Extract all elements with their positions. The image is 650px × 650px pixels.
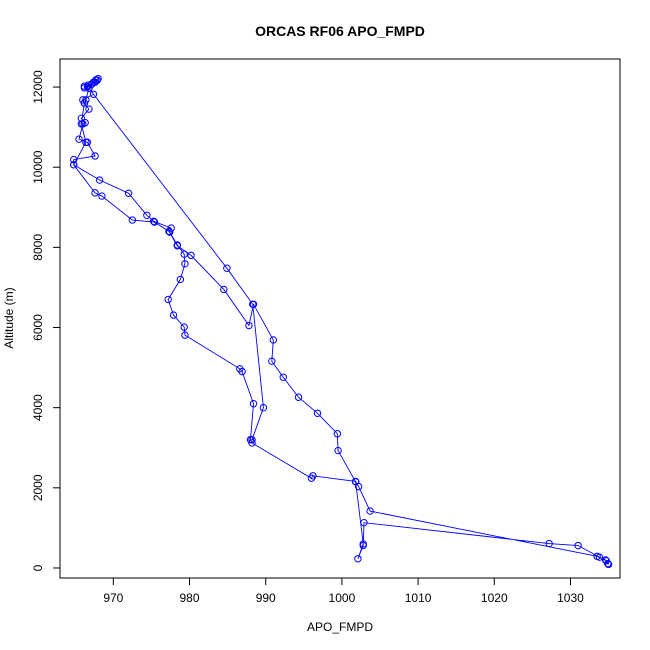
series-layer [70,74,613,569]
data-point [95,176,104,184]
data-point [360,518,368,527]
y-tick-label: 0 [31,564,45,571]
data-point [82,96,90,104]
data-point [124,189,133,197]
x-tick-label: 1020 [481,591,508,605]
data-point [333,430,342,438]
data-point [70,161,78,169]
series-line [73,77,609,565]
x-tick-label: 1030 [557,591,584,605]
y-tick-label: 10000 [31,150,45,184]
y-axis-label: Altitude (m) [2,287,16,348]
plot-frame [59,58,621,579]
data-point [268,357,276,365]
data-point [259,403,268,412]
y-axis: 0 2000 4000 6000 8000 10000 12000 [31,70,61,571]
data-point [294,393,303,401]
data-point [334,446,342,455]
data-point [545,539,553,548]
data-point [164,295,172,304]
data-point [89,78,98,86]
data-point [180,250,188,258]
y-tick-label: 6000 [31,314,45,341]
data-point [85,105,93,113]
data-point [249,399,258,408]
data-point [220,285,228,294]
data-point [89,90,98,98]
x-tick-label: 980 [180,591,200,605]
data-point [91,189,99,197]
data-point [75,135,83,143]
data-point [85,84,93,92]
data-point [309,472,317,480]
data-point [150,217,158,226]
y-tick-label: 4000 [31,394,45,421]
data-point [165,227,173,236]
data-point [354,555,362,563]
x-tick-label: 990 [256,591,276,605]
data-point [181,331,189,339]
data-point [143,211,151,220]
data-point [91,152,99,160]
data-point [98,192,106,200]
x-axis-label: APO_FMPD [307,620,373,634]
data-point [180,323,188,331]
data-point [80,84,89,92]
data-point [70,155,78,164]
data-point [604,559,612,568]
data-point [249,300,257,308]
x-tick-label: 1000 [329,591,356,605]
data-point [169,311,178,319]
y-tick-label: 12000 [31,70,45,104]
y-tick-label: 8000 [31,234,45,261]
x-tick-label: 1010 [405,591,432,605]
data-point [601,556,610,564]
data-point [279,373,287,381]
data-point [128,216,137,224]
y-tick-label: 2000 [31,474,45,501]
data-point [223,264,231,272]
data-point [238,367,246,376]
data-point [366,507,374,515]
data-point [245,321,253,330]
data-point [176,275,185,284]
data-point [82,138,90,147]
chart-title: ORCAS RF06 APO_FMPD [255,23,425,39]
data-point [574,541,582,550]
data-point [150,218,159,226]
data-point [187,251,195,260]
x-axis: 970 980 990 1000 1010 1020 1030 [103,577,584,605]
data-point [173,242,182,250]
data-point [248,439,256,447]
data-point [269,336,278,344]
data-point [595,553,604,561]
data-point [359,540,367,548]
data-point [351,478,360,486]
data-point [181,260,189,268]
data-point [313,409,322,417]
data-point [92,76,100,84]
data-point [77,120,86,128]
data-point [87,80,95,89]
data-point [166,228,174,236]
data-point [248,436,256,444]
x-tick-label: 970 [103,591,123,605]
